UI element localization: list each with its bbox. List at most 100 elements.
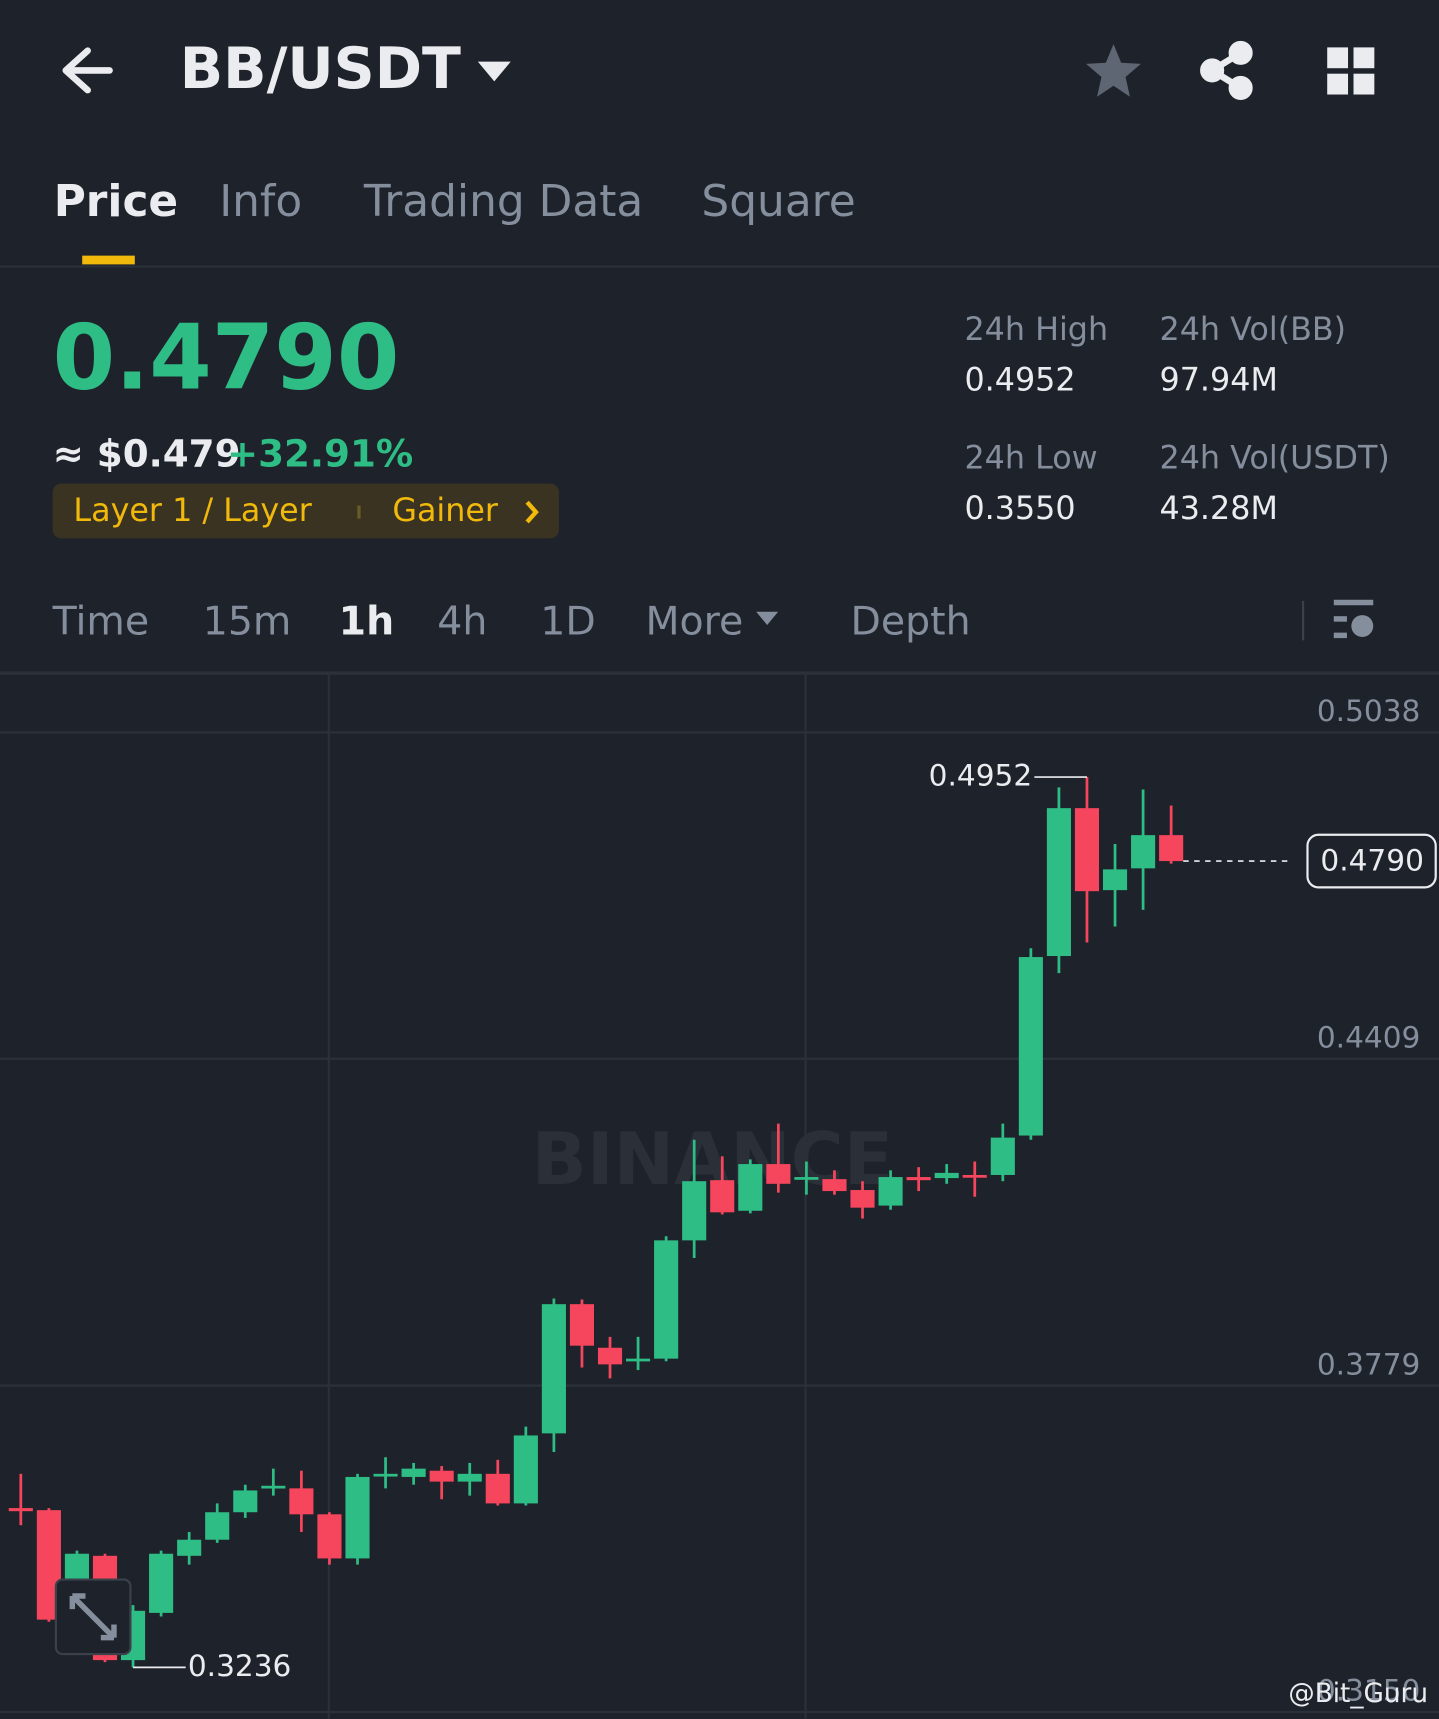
share-dot	[1228, 75, 1253, 100]
stat-value: 43.28M	[1160, 491, 1278, 527]
interval[interactable]: 1h	[339, 598, 395, 644]
stat-label: 24h High	[964, 312, 1108, 348]
candle-body	[822, 1179, 847, 1192]
price-change: +32.91%	[227, 432, 413, 476]
candle-body	[654, 1240, 679, 1359]
candle-body	[205, 1512, 230, 1540]
candle-body	[738, 1164, 763, 1211]
candles: 0.5038 0.4409 0.3779 0.3150 0.4952 0.3236 0.47…	[0, 694, 1439, 1714]
candle-body	[8, 1508, 33, 1512]
tag-chevron	[525, 500, 539, 524]
credit: @Bit_Guru	[1288, 1679, 1428, 1709]
candle-body	[1102, 869, 1128, 891]
y-tick-label: 0.4409	[1317, 1021, 1421, 1055]
tab[interactable]: Price	[54, 176, 178, 227]
y-tick-label: 0.3150	[1317, 1674, 1421, 1708]
candle-body	[1159, 835, 1184, 862]
interval[interactable]: Depth	[850, 598, 970, 644]
stat-label: 24h Vol(USDT)	[1160, 440, 1390, 476]
pair-title[interactable]: BB/USDT	[180, 36, 461, 102]
tab[interactable]: Square	[701, 176, 855, 227]
stat-value: 0.3550	[964, 491, 1075, 527]
share-dot	[1200, 58, 1225, 83]
candle-body	[345, 1476, 370, 1559]
candle-body	[233, 1490, 258, 1513]
candle-body	[1046, 808, 1071, 957]
grid-cell	[1353, 73, 1375, 95]
candle-body	[794, 1177, 819, 1180]
candle-body	[569, 1304, 595, 1346]
candle-body	[878, 1177, 903, 1206]
grid-cell	[1353, 47, 1375, 69]
stat-label: 24h Low	[964, 440, 1097, 476]
candle-body	[766, 1164, 791, 1184]
expand-icon	[69, 1593, 117, 1641]
candle-body	[1018, 957, 1043, 1136]
stat-value: 97.94M	[1160, 363, 1278, 399]
candle-body	[541, 1304, 566, 1434]
tab[interactable]: Info	[219, 176, 302, 227]
interval[interactable]: 15m	[203, 598, 292, 644]
candle-body	[317, 1514, 342, 1559]
chart-settings[interactable]	[1333, 599, 1374, 639]
candle-body	[710, 1180, 735, 1213]
tag[interactable]: Layer 1 / Layer	[73, 493, 312, 529]
candle-body	[485, 1473, 510, 1504]
candle-body	[682, 1181, 707, 1241]
pair-dropdown[interactable]	[477, 61, 511, 82]
price-box	[1306, 833, 1437, 889]
grid-menu[interactable]	[1327, 47, 1375, 95]
tag-box[interactable]	[52, 483, 559, 539]
price-label: 0.4790	[1320, 844, 1424, 878]
candle-body	[1131, 835, 1156, 869]
y-tick-label: 0.3779	[1317, 1347, 1421, 1381]
interval[interactable]: More	[646, 598, 744, 644]
more-dropdown[interactable]	[756, 611, 779, 625]
candle-body	[289, 1488, 314, 1515]
candle-body	[934, 1172, 959, 1179]
tag[interactable]: Gainer	[392, 493, 499, 529]
candle-body	[261, 1485, 286, 1489]
candle-body	[626, 1358, 651, 1362]
tab-indicator	[82, 255, 135, 265]
expand-button[interactable]	[54, 1578, 132, 1656]
candle-body	[149, 1553, 174, 1613]
candle-body	[64, 1553, 89, 1581]
interval[interactable]: Time	[52, 598, 150, 644]
low-label: 0.3236	[188, 1649, 292, 1683]
settings-bar	[1333, 616, 1347, 622]
candle-body	[401, 1468, 426, 1477]
y-tick-label: 0.5038	[1317, 694, 1421, 728]
settings-bar	[1333, 599, 1374, 606]
tab[interactable]: Trading Data	[363, 176, 643, 227]
candle-body	[1074, 808, 1100, 892]
candle-body	[906, 1177, 931, 1181]
stat-value: 0.4952	[964, 363, 1075, 399]
favorite-star[interactable]	[1086, 44, 1141, 97]
candle-body	[457, 1473, 482, 1482]
back-button[interactable]	[62, 47, 113, 94]
share-dot	[1228, 40, 1253, 65]
tag-separator	[357, 505, 361, 519]
candle-body	[990, 1137, 1015, 1175]
stat-label: 24h Vol(BB)	[1160, 312, 1347, 348]
candle-body	[962, 1174, 987, 1178]
candle-body	[429, 1470, 454, 1482]
last-price: 0.4790	[53, 307, 400, 411]
back-arrow	[62, 47, 113, 94]
usd-price: ≈ $0.479	[53, 432, 241, 476]
candle-body	[513, 1435, 538, 1504]
grid-cell	[1327, 73, 1349, 95]
share-button[interactable]	[1200, 40, 1253, 100]
candle-body	[177, 1539, 202, 1556]
candle-body	[373, 1473, 398, 1477]
interval[interactable]: 4h	[437, 598, 487, 644]
candle-body	[850, 1190, 875, 1208]
settings-bar	[1333, 632, 1347, 639]
settings-gear	[1351, 615, 1374, 638]
high-label: 0.4952	[929, 759, 1033, 793]
candle-body	[597, 1347, 623, 1365]
interval[interactable]: 1D	[540, 598, 595, 644]
